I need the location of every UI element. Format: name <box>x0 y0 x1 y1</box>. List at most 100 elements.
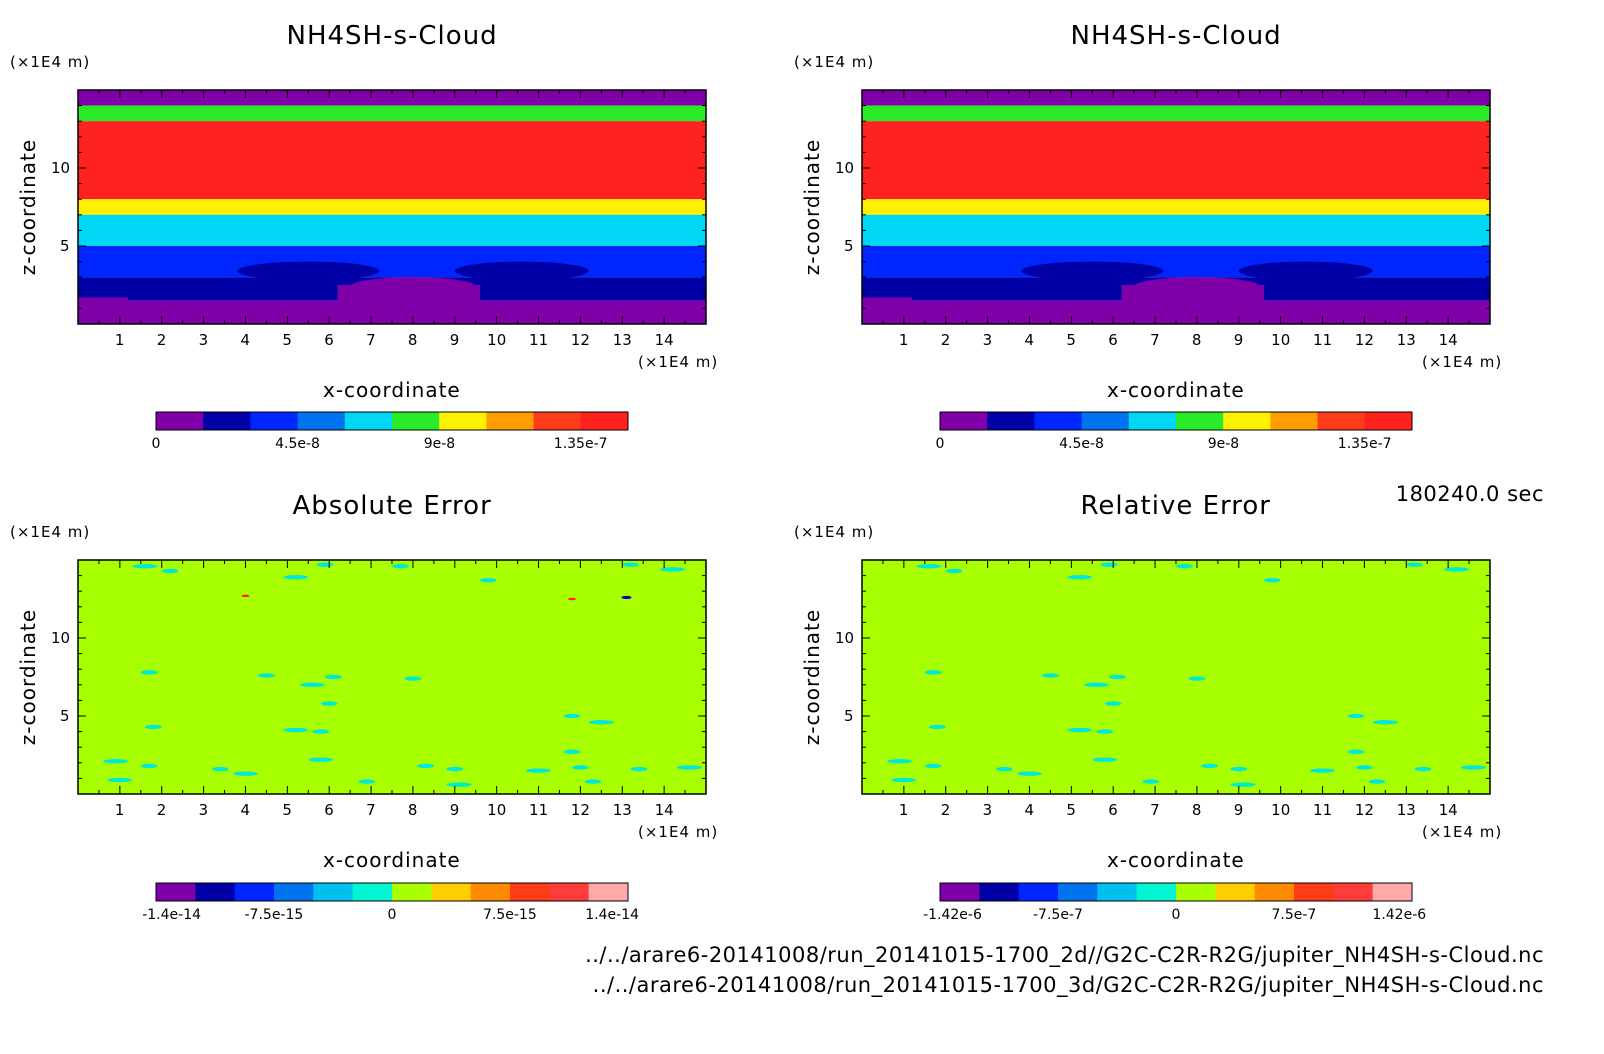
error-speck <box>676 765 702 770</box>
x-tick-label: 6 <box>1108 801 1118 819</box>
x-tick-label: 11 <box>529 801 549 819</box>
panel-3 <box>861 559 1491 902</box>
error-speck <box>312 729 330 734</box>
x-tick-label: 11 <box>1313 331 1333 349</box>
colorbar-cell <box>979 883 1020 901</box>
x-tick-label: 10 <box>1271 801 1291 819</box>
error-speck <box>659 567 686 572</box>
x-tick-label: 9 <box>449 801 460 819</box>
error-field <box>78 560 706 794</box>
panel-title: NH4SH-s-Cloud <box>1070 21 1282 51</box>
error-speck <box>1230 766 1248 772</box>
x-tick-label: 1 <box>114 801 125 819</box>
x-tick-label: 14 <box>654 801 674 819</box>
error-speck <box>404 676 422 681</box>
y-axis-label: z-coordinate <box>800 608 825 746</box>
colorbar-cell <box>250 412 299 430</box>
x-tick-label: 10 <box>487 331 507 349</box>
colorbar-frame <box>939 882 1413 902</box>
colorbar-cell <box>1333 883 1374 901</box>
error-speck <box>1109 674 1126 680</box>
colorbar-frame <box>155 882 629 902</box>
error-speck <box>1443 567 1470 572</box>
error-field <box>862 560 1490 794</box>
cloud-band <box>78 90 706 106</box>
colorbar-cell <box>1270 412 1319 430</box>
x-tick-label: 7 <box>366 331 376 349</box>
time-label: 180240.0 sec <box>1395 482 1544 506</box>
colorbar-cell <box>313 883 354 901</box>
cloud-band <box>862 214 1490 246</box>
colorbar-tick-label: 1.4e-14 <box>585 907 640 923</box>
x-unit-label: (×1E4 m) <box>638 353 719 371</box>
cloud-band <box>862 199 1490 215</box>
error-speck <box>358 779 376 784</box>
error-speck <box>622 562 640 567</box>
x-tick-label: 3 <box>198 801 209 819</box>
cloud-band <box>862 90 1490 106</box>
x-tick-label: 2 <box>940 801 951 819</box>
cloud-band <box>78 105 706 122</box>
colorbar-tick-label: 4.5e-8 <box>275 436 320 452</box>
x-tick-label: 12 <box>570 801 590 819</box>
x-axis-label: x-coordinate <box>323 848 461 872</box>
x-tick-label: 12 <box>570 331 590 349</box>
colorbar-cell <box>195 883 236 901</box>
error-speck <box>891 777 917 783</box>
panel-title: Relative Error <box>1080 491 1271 521</box>
colorbar-cell <box>549 883 590 901</box>
colorbar-cell <box>1223 412 1271 430</box>
x-tick-label: 5 <box>1066 331 1076 349</box>
error-speck <box>1309 768 1336 773</box>
x-tick-label: 11 <box>1313 801 1333 819</box>
x-tick-label: 4 <box>1024 331 1034 349</box>
colorbar-cell <box>470 883 511 901</box>
error-speck <box>107 777 133 783</box>
x-tick-label: 2 <box>156 801 167 819</box>
y-axis-label: z-coordinate <box>800 138 825 276</box>
error-speck <box>1230 782 1256 787</box>
y-unit-label: (×1E4 m) <box>794 523 875 541</box>
y-axis-label: z-coordinate <box>16 138 41 276</box>
error-speck <box>1142 779 1160 784</box>
x-tick-label: 13 <box>1396 331 1416 349</box>
error-speck-positive <box>241 594 250 598</box>
x-tick-label: 13 <box>612 801 632 819</box>
error-speck <box>283 727 309 733</box>
footer-file-2d: ../../arare6-20141008/run_20141015-1700_… <box>585 943 1544 967</box>
error-speck <box>1201 763 1218 769</box>
error-speck <box>211 766 229 772</box>
x-tick-label: 2 <box>940 331 951 349</box>
error-speck <box>161 568 179 574</box>
colorbar-tick-label: 4.5e-8 <box>1059 436 1104 452</box>
colorbar-cell <box>1097 883 1138 901</box>
colorbar-frame <box>939 411 1413 431</box>
colorbar-cell <box>1128 412 1177 430</box>
x-tick-label: 8 <box>407 331 418 349</box>
colorbar-tick-label: 7.5e-7 <box>1271 907 1317 923</box>
x-tick-label: 4 <box>1024 801 1034 819</box>
x-tick-label: 14 <box>654 331 674 349</box>
x-tick-label: 5 <box>282 331 292 349</box>
x-tick-label: 12 <box>1354 801 1374 819</box>
colorbar-tick-label: -7.5e-15 <box>244 907 304 923</box>
cloud-bump <box>237 261 380 281</box>
y-tick-label: 10 <box>835 629 855 647</box>
error-speck <box>1368 779 1386 784</box>
colorbar-tick-label: -7.5e-7 <box>1033 907 1083 923</box>
error-speck <box>1067 727 1093 733</box>
y-unit-label: (×1E4 m) <box>794 53 875 71</box>
colorbar-cell <box>987 412 1035 430</box>
error-speck <box>132 564 158 569</box>
x-unit-label: (×1E4 m) <box>638 823 719 841</box>
error-speck <box>995 766 1013 772</box>
error-speck <box>1372 720 1398 725</box>
colorbar-frame <box>155 411 629 431</box>
y-tick-label: 5 <box>844 707 854 725</box>
x-tick-label: 2 <box>156 331 167 349</box>
colorbar-tick-label: 0 <box>935 436 945 452</box>
colorbar-tick-label: 0 <box>387 907 397 923</box>
y-tick-label: 10 <box>835 159 855 177</box>
x-tick-label: 9 <box>1233 331 1244 349</box>
colorbar-tick-label: -1.42e-6 <box>923 907 982 923</box>
